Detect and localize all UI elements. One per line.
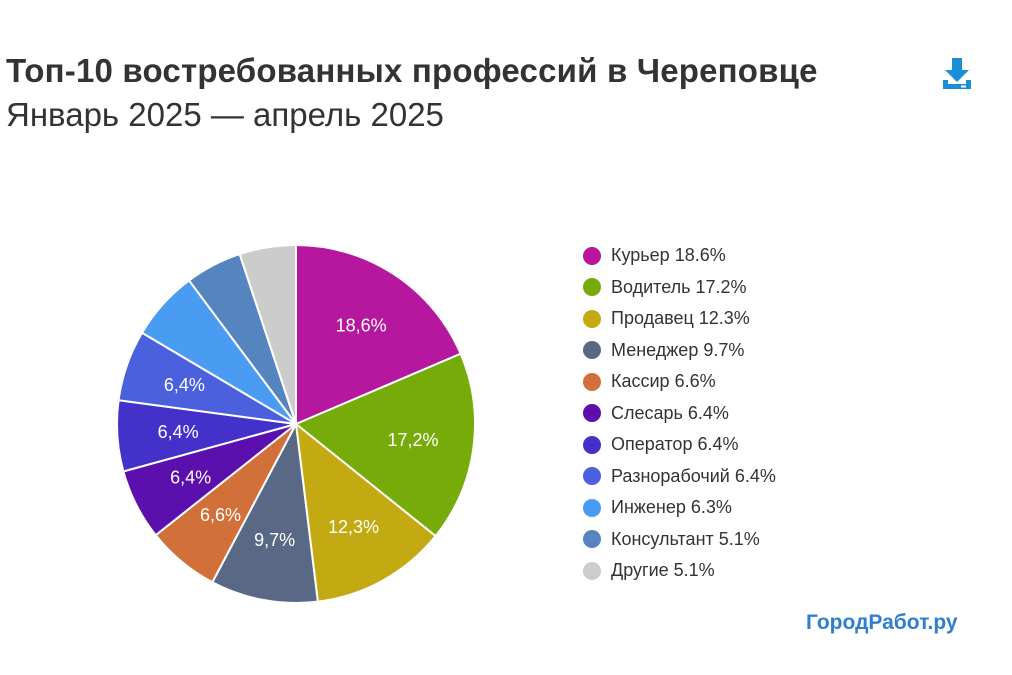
legend-label: Другие 5.1% — [611, 560, 715, 581]
legend-item[interactable]: Другие 5.1% — [583, 555, 776, 587]
legend-item[interactable]: Менеджер 9.7% — [583, 335, 776, 367]
legend-swatch — [583, 467, 601, 486]
legend-label: Продавец 12.3% — [611, 308, 750, 329]
legend-label: Курьер 18.6% — [611, 245, 726, 266]
legend-item[interactable]: Продавец 12.3% — [583, 303, 776, 335]
legend-label: Менеджер 9.7% — [611, 339, 745, 360]
legend-swatch — [583, 404, 601, 423]
legend-item[interactable]: Консультант 5.1% — [583, 524, 776, 556]
legend-item[interactable]: Оператор 6.4% — [583, 429, 776, 461]
pie-slice[interactable] — [211, 423, 319, 604]
legend-swatch — [583, 246, 601, 265]
slice-label: 17,2% — [388, 430, 439, 450]
legend-label: Инженер 6.3% — [611, 497, 732, 518]
pie-slice[interactable] — [295, 244, 462, 425]
legend-item[interactable]: Инженер 6.3% — [583, 492, 776, 524]
legend-swatch — [583, 341, 601, 360]
legend-label: Водитель 17.2% — [611, 276, 747, 297]
legend-item[interactable]: Курьер 18.6% — [583, 240, 776, 272]
download-button[interactable] — [938, 56, 976, 92]
slice-label: 6,4% — [164, 375, 205, 395]
legend-item[interactable]: Водитель 17.2% — [583, 272, 776, 304]
legend-item[interactable]: Кассир 6.6% — [583, 366, 776, 398]
legend-label: Слесарь 6.4% — [611, 402, 729, 423]
legend-swatch — [583, 278, 601, 297]
pie-slice[interactable] — [295, 423, 437, 603]
chart-title: Топ-10 востребованных профессий в Черепо… — [6, 52, 818, 89]
slice-label: 9,7% — [254, 530, 295, 550]
slice-label: 18,6% — [336, 315, 387, 335]
chart-subtitle: Январь 2025 — апрель 2025 — [6, 96, 444, 133]
slice-label: 6,4% — [170, 467, 211, 487]
legend-swatch — [583, 530, 601, 549]
chart-legend: Курьер 18.6% Водитель 17.2% Продавец 12.3%… — [583, 240, 776, 587]
legend-swatch — [583, 435, 601, 454]
pie-slice[interactable] — [295, 352, 476, 538]
legend-swatch — [583, 309, 601, 328]
legend-swatch — [583, 561, 601, 580]
legend-swatch — [583, 372, 601, 391]
legend-label: Кассир 6.6% — [611, 371, 716, 392]
legend-swatch — [583, 498, 601, 517]
legend-item[interactable]: Разнорабочий 6.4% — [583, 461, 776, 493]
legend-label: Оператор 6.4% — [611, 434, 739, 455]
brand-logo[interactable]: ГородРабот.ру — [806, 611, 958, 634]
slice-label: 6,4% — [158, 422, 199, 442]
legend-label: Разнорабочий 6.4% — [611, 465, 776, 486]
slice-label: 6,6% — [200, 505, 241, 525]
legend-label: Консультант 5.1% — [611, 528, 760, 549]
download-icon — [943, 58, 971, 89]
pie-slice[interactable] — [238, 244, 297, 425]
slice-label: 12,3% — [328, 517, 379, 537]
legend-item[interactable]: Слесарь 6.4% — [583, 398, 776, 430]
